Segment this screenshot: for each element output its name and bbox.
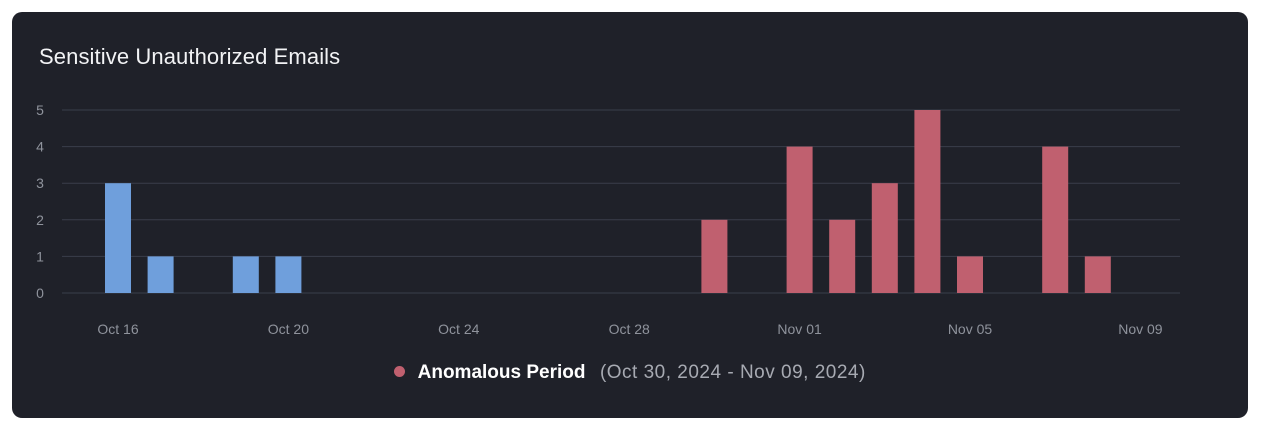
x-tick-label: Nov 01 <box>777 321 822 337</box>
bar <box>275 256 302 293</box>
y-tick-label: 4 <box>36 139 44 155</box>
chart-card: Sensitive Unauthorized Emails 0 1 2 3 4 5 Oct … <box>12 12 1248 418</box>
legend-dot-icon <box>394 365 406 377</box>
legend-range: (Oct 30, 2024 - Nov 09, 2024) <box>599 362 866 383</box>
y-tick-label: 5 <box>36 102 44 118</box>
anomalous-bar <box>914 110 941 293</box>
x-tick-label: Oct 28 <box>609 321 650 337</box>
bar-chart: 0 1 2 3 4 5 Oct 16 Oct 20 Oct 24 Oct 28 Nov 01 Nov … <box>36 102 1180 337</box>
legend[interactable]: Anomalous Period (Oct 30, 2024 - Nov 09,… <box>12 362 1248 384</box>
x-tick-label: Nov 05 <box>948 321 993 337</box>
anomalous-bar <box>786 146 813 293</box>
bar <box>105 183 131 293</box>
anomalous-bar <box>871 183 898 293</box>
y-tick-label: 1 <box>36 248 44 264</box>
anomalous-bar <box>1084 256 1111 293</box>
anomalous-bar <box>1042 146 1069 293</box>
y-tick-label: 0 <box>36 285 44 301</box>
bar <box>232 256 259 293</box>
bar <box>147 256 174 293</box>
legend-label: Anomalous Period <box>417 362 586 383</box>
chart-title: Sensitive Unauthorized Emails <box>39 44 341 69</box>
anomalous-bar <box>701 219 728 293</box>
x-tick-label: Oct 24 <box>438 321 479 337</box>
y-tick-label: 3 <box>36 175 44 191</box>
x-tick-label: Nov 09 <box>1118 321 1163 337</box>
y-tick-label: 2 <box>36 212 44 228</box>
anomalous-bar <box>957 256 983 293</box>
anomalous-bar <box>829 219 856 293</box>
x-tick-label: Oct 16 <box>97 321 138 337</box>
x-tick-label: Oct 20 <box>268 321 309 337</box>
